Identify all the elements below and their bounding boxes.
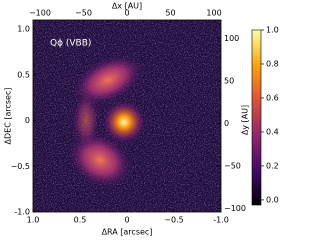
x-tick-label: -1.0 bbox=[213, 216, 229, 225]
y2-tick-label: −50 bbox=[224, 162, 241, 171]
x-tick-label: 0 bbox=[124, 216, 129, 225]
y-tick-label: 0 bbox=[25, 116, 30, 125]
x-tick-label: 0.5 bbox=[74, 216, 87, 225]
x2-tick-label: 50 bbox=[165, 9, 175, 18]
x-tick-label: −0.5 bbox=[164, 216, 183, 225]
y-axis-label: ΔDEC [arcsec] bbox=[4, 88, 13, 145]
y-tick-label: -1.0 bbox=[14, 208, 30, 217]
x2-tick-label: 100 bbox=[206, 9, 221, 18]
colorbar-tick-label: 0.8 bbox=[266, 59, 279, 68]
x2-tick-label: −100 bbox=[29, 9, 51, 18]
x2-tick-label: 0 bbox=[124, 9, 129, 18]
y-tick-label: −0.5 bbox=[11, 162, 30, 171]
image bbox=[33, 20, 221, 212]
colorbar-tick-label: 0.0 bbox=[266, 195, 279, 204]
y2-axis-label: Δy [AU] bbox=[241, 105, 250, 135]
y-tick-label: 0.5 bbox=[17, 70, 30, 79]
chart: Qϕ (VBB) ΔRA [arcsec] ΔDEC [arcsec] Δx [… bbox=[4, 2, 279, 237]
x-tick-label: 1.0 bbox=[27, 216, 40, 225]
y2-tick-label: −100 bbox=[224, 204, 246, 213]
annotation: Qϕ (VBB) bbox=[50, 39, 91, 49]
x-axis-label: ΔRA [arcsec] bbox=[102, 228, 153, 237]
y2-tick-label: 50 bbox=[224, 77, 234, 86]
colorbar bbox=[251, 29, 262, 206]
x2-tick-label: −50 bbox=[75, 9, 92, 18]
colorbar-tick-label: 1.0 bbox=[266, 26, 279, 35]
colorbar-tick-label: 0.6 bbox=[266, 93, 279, 102]
y2-tick-label: 100 bbox=[224, 34, 239, 43]
colorbar-tick-label: 0.4 bbox=[266, 127, 279, 136]
colorbar-tick-label: 0.2 bbox=[266, 161, 279, 170]
y2-tick-label: 0 bbox=[224, 119, 229, 128]
x2-axis-label: Δx [AU] bbox=[112, 2, 142, 11]
y-tick-label: 1.0 bbox=[17, 25, 30, 34]
